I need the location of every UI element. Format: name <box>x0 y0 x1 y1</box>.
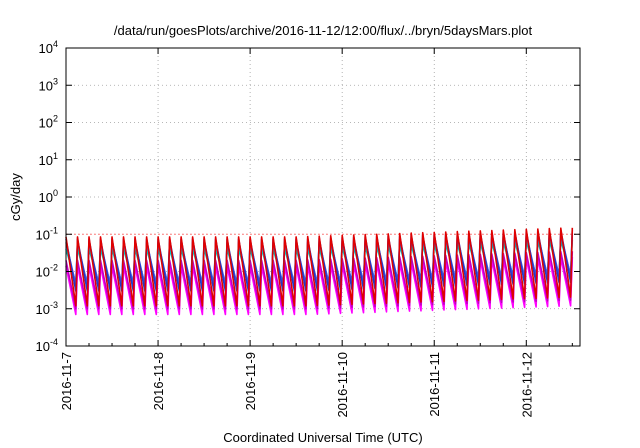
x-tick-label: 2016-11-11 <box>427 352 442 417</box>
y-tick-label: 104 <box>39 39 58 56</box>
data-series <box>65 227 574 316</box>
x-tick-label: 2016-11-9 <box>243 352 258 410</box>
y-tick-label: 10-3 <box>36 300 58 317</box>
y-axis-label: cGy/day <box>8 173 23 221</box>
y-axis: 10-4 10-3 10-2 10-1 100 101 102 103 104 <box>36 39 580 354</box>
y-tick-label: 10-1 <box>36 225 58 242</box>
x-axis: 2016-11-7 2016-11-8 2016-11-9 2016-11-10 201… <box>59 48 573 418</box>
x-tick-label: 2016-11-10 <box>335 352 350 418</box>
y-tick-label: 10-2 <box>36 263 58 280</box>
series-line <box>65 227 574 307</box>
x-tick-label: 2016-11-7 <box>59 352 74 410</box>
y-tick-label: 102 <box>39 114 58 131</box>
x-axis-label: Coordinated Universal Time (UTC) <box>223 430 422 445</box>
y-tick-label: 100 <box>39 188 58 205</box>
chart-title: /data/run/goesPlots/archive/2016-11-12/1… <box>114 23 533 38</box>
y-tick-label: 101 <box>39 151 58 168</box>
y-tick-label: 10-4 <box>36 337 58 354</box>
x-tick-label: 2016-11-8 <box>151 352 166 410</box>
y-tick-label: 103 <box>39 76 58 93</box>
x-tick-label: 2016-11-12 <box>519 352 534 418</box>
